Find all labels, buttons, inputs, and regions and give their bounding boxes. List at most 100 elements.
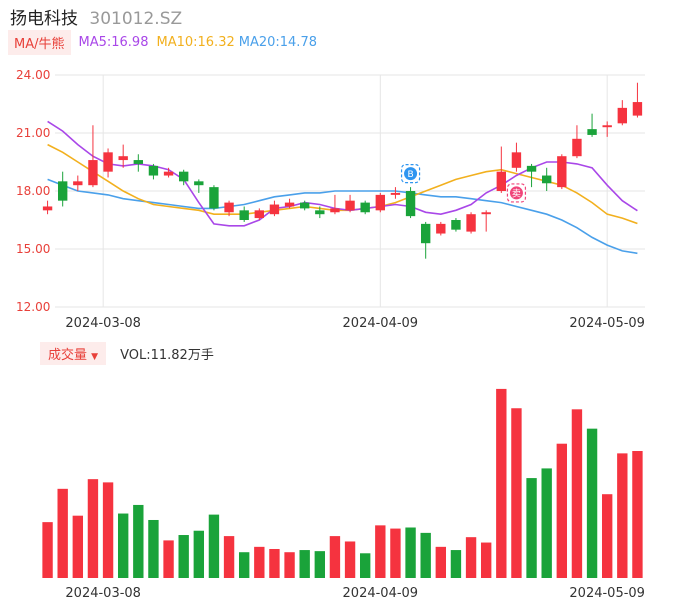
candle-body (481, 212, 491, 215)
buy-marker-dot (404, 167, 418, 181)
sell-marker-label: 卖 (512, 188, 521, 199)
volume-bar (299, 550, 310, 578)
volume-bar (390, 528, 401, 578)
volume-bar (496, 388, 507, 578)
volume-bar (284, 552, 295, 578)
candle-body (617, 107, 628, 124)
volume-bar (329, 536, 341, 578)
candle-body (511, 152, 522, 168)
volume-bar (526, 478, 537, 578)
volume-bar (465, 537, 477, 578)
volume-bar (254, 546, 265, 578)
volume-bar (238, 552, 250, 578)
candle-body (390, 192, 401, 195)
ma20-line (47, 178, 638, 255)
candle-body (209, 187, 219, 209)
volume-bar (72, 515, 84, 578)
candle-body (269, 204, 280, 215)
volume-bar (208, 514, 220, 578)
x-tick-label: 2024-03-08 (65, 316, 141, 331)
volume-bar (405, 527, 416, 578)
volume-bar (556, 443, 568, 578)
candle-body (451, 220, 461, 230)
volume-bar (541, 468, 552, 578)
volume-bar (586, 428, 598, 578)
volume-bar (344, 541, 356, 578)
candle-body (496, 171, 507, 191)
candle-body (315, 210, 325, 215)
x-tick-label: 2024-05-09 (569, 316, 645, 331)
candle-body (572, 138, 582, 157)
candle-body (360, 202, 370, 213)
candle-body (541, 175, 552, 184)
candle-body (224, 202, 234, 213)
volume-bar (480, 542, 492, 578)
candle-body (587, 129, 597, 135)
volume-bar (617, 453, 628, 578)
volume-bar (148, 519, 159, 578)
ma5-line (47, 120, 638, 227)
volume-bar (450, 550, 462, 578)
candle-body (163, 171, 174, 176)
stock-name: 扬电科技 (10, 9, 78, 29)
stock-title: 扬电科技 301012.SZ (10, 4, 182, 29)
candle-body (526, 165, 537, 172)
candle-body (405, 191, 416, 217)
x-tick-label: 2024-04-09 (343, 316, 419, 331)
candle-body (345, 200, 355, 211)
volume-bar (511, 408, 522, 578)
y-tick-label: 18.00 (16, 184, 50, 198)
volume-bar (87, 479, 99, 578)
volume-bar (601, 494, 613, 578)
candle-body (436, 223, 446, 234)
volume-bar (571, 409, 583, 578)
x-tick-label: 2024-03-08 (65, 586, 141, 601)
volume-bar (435, 546, 447, 578)
candle-body (133, 160, 144, 164)
y-tick-label: 15.00 (16, 242, 50, 256)
candle-body (239, 210, 249, 220)
candle-body (284, 202, 295, 207)
volume-legend: 成交量 ▼ VOL:11.82万手 (40, 342, 214, 365)
candle-body (557, 156, 567, 188)
volume-bar (193, 530, 205, 578)
volume-bar (102, 482, 114, 578)
candle-body (632, 102, 643, 116)
volume-bar (178, 535, 189, 578)
chevron-down-icon: ▼ (91, 352, 99, 362)
volume-bar (163, 540, 174, 578)
volume-value: VOL:11.82万手 (120, 348, 214, 363)
candle-body (57, 181, 68, 201)
ma20-label: MA20:14.78 (238, 35, 317, 50)
sell-marker-dot (509, 186, 523, 200)
volume-indicator-button[interactable]: 成交量 ▼ (40, 342, 107, 365)
candle-body (148, 165, 159, 176)
volume-bar (133, 504, 144, 578)
volume-bar (42, 522, 53, 578)
ma5-label: MA5:16.98 (78, 35, 149, 50)
volume-bar (314, 551, 326, 578)
volume-bar (269, 548, 280, 578)
candle-body (88, 160, 98, 186)
volume-bar (117, 513, 129, 578)
ma-legend: MA/牛熊 MA5:16.98 MA10:16.32 MA20:14.78 (8, 30, 317, 55)
y-tick-label: 24.00 (16, 68, 50, 82)
ma-indicator-button[interactable]: MA/牛熊 (8, 30, 71, 55)
volume-bar (223, 536, 235, 578)
candle-body (103, 152, 113, 172)
volume-bar (632, 451, 643, 578)
candle-body (118, 156, 128, 161)
candle-body (466, 214, 476, 232)
candle-body (602, 125, 612, 128)
candle-body (375, 194, 386, 211)
candle-body (254, 210, 265, 219)
volume-bar (375, 525, 386, 578)
x-tick-label: 2024-05-09 (569, 586, 645, 601)
candle-body (194, 181, 204, 186)
ma10-label: MA10:16.32 (156, 35, 235, 50)
candle-body (299, 202, 310, 209)
ma10-line (47, 143, 638, 225)
stock-code: 301012.SZ (89, 9, 183, 29)
candle-body (73, 181, 83, 186)
